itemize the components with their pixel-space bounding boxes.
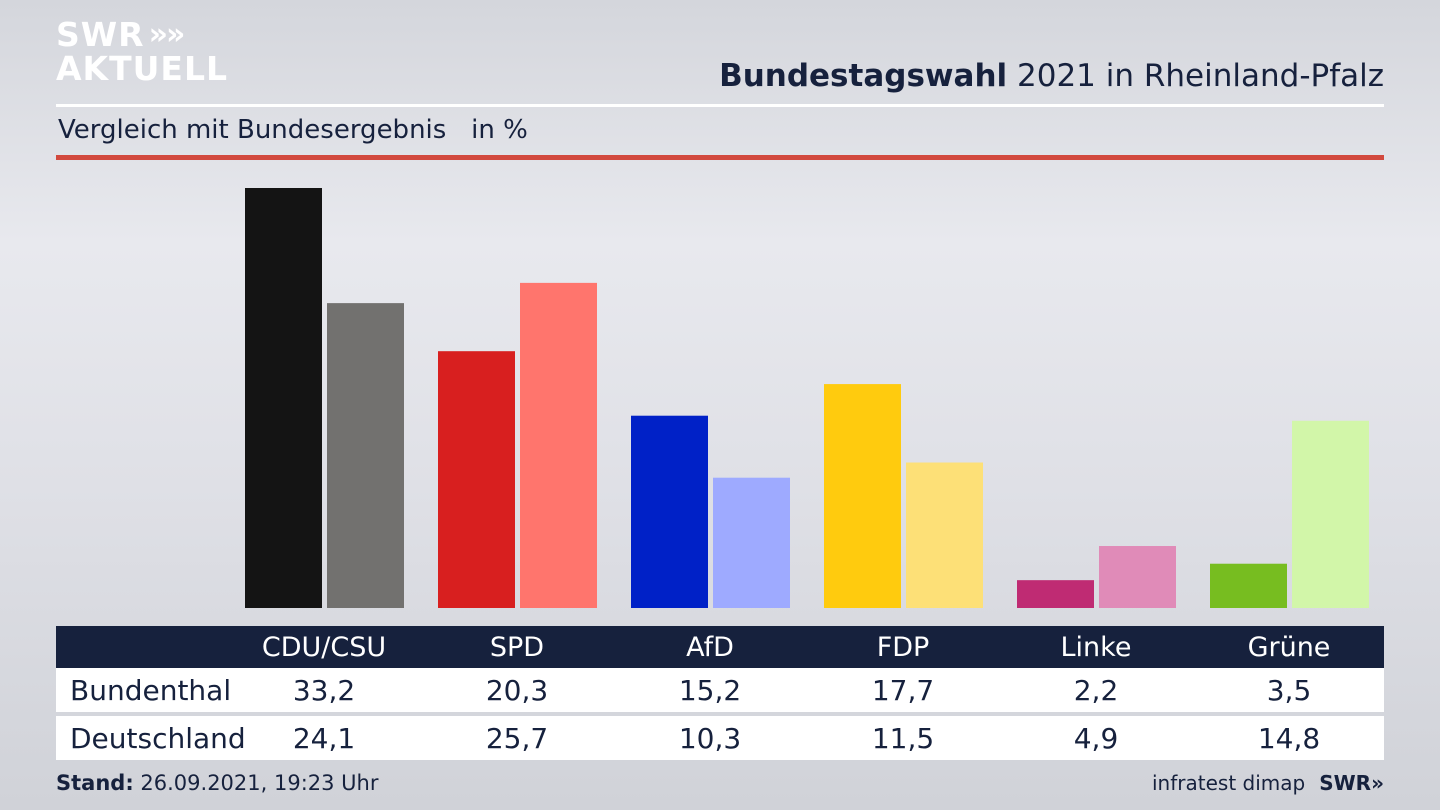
title-bold: Bundestagswahl [719,58,1008,94]
bar-linke-bundenthal [1017,580,1094,608]
chart-subtitle: Vergleich mit Bundesergebnis in % [58,115,528,145]
logo-line2: AKTUELL [56,49,229,88]
title-rest: 2021 in Rheinland-Pfalz [1007,58,1384,94]
table-cell: 3,5 [1266,673,1312,707]
source-label: infratest dimap [1152,771,1306,795]
table-cell: 15,2 [678,673,742,707]
column-header: AfD [686,631,734,663]
stand-value: 26.09.2021, 19:23 Uhr [133,771,379,795]
table-cell: 33,2 [292,673,356,707]
stand-label: Stand: [56,771,134,795]
table-cell: 10,3 [678,721,742,755]
bar-fdp-bundenthal [824,384,901,608]
table-cell: 17,7 [871,673,935,707]
bar-fdp-deutschland [906,462,983,608]
bar-cdu-csu-deutschland [327,303,404,608]
accent-divider [56,155,1384,160]
bar-spd-bundenthal [438,351,515,608]
page-title: Bundestagswahl 2021 in Rheinland-Pfalz [719,58,1384,94]
bar-cdu-csu-bundenthal [245,188,322,608]
title-divider [56,104,1384,107]
bar-afd-deutschland [713,477,790,608]
swr-aktuell-logo: SWR»» AKTUELL [56,18,228,86]
bar-afd-bundenthal [631,415,708,608]
table-cell: 14,8 [1257,721,1321,755]
table-cell: 2,2 [1073,673,1119,707]
table-cell: 25,7 [485,721,549,755]
table-cell: 11,5 [871,721,935,755]
table-row: Bundenthal 33,2 20,3 15,2 17,7 2,2 3,5 [56,668,1384,712]
bar-linke-deutschland [1099,546,1176,608]
logo-line1: SWR [56,15,145,54]
row-label: Deutschland [70,721,246,755]
bar-spd-deutschland [520,282,597,608]
table-cell: 20,3 [485,673,549,707]
bar-gr-ne-bundenthal [1210,563,1287,608]
table-cell: 24,1 [292,721,356,755]
bar-gr-ne-deutschland [1292,420,1369,608]
row-label: Bundenthal [70,673,232,707]
column-header: CDU/CSU [261,631,387,663]
table-row: Deutschland 24,1 25,7 10,3 11,5 4,9 14,8 [56,716,1384,760]
column-header: Grüne [1247,631,1331,663]
table-header: CDU/CSU SPD AfD FDP Linke Grüne [56,626,1384,668]
swr-brand-logo: SWR» [1319,771,1384,795]
table-body: Bundenthal 33,2 20,3 15,2 17,7 2,2 3,5 Deutschl… [56,668,1384,760]
source-credit: infratest dimap SWR» [1152,771,1384,795]
column-header: SPD [489,631,545,663]
table-cell: 4,9 [1073,721,1119,755]
column-header: FDP [876,631,930,663]
results-table: CDU/CSU SPD AfD FDP Linke Grüne Bundenthal 33,… [56,626,1384,760]
timestamp: Stand: 26.09.2021, 19:23 Uhr [56,771,379,795]
column-header: Linke [1060,631,1132,663]
